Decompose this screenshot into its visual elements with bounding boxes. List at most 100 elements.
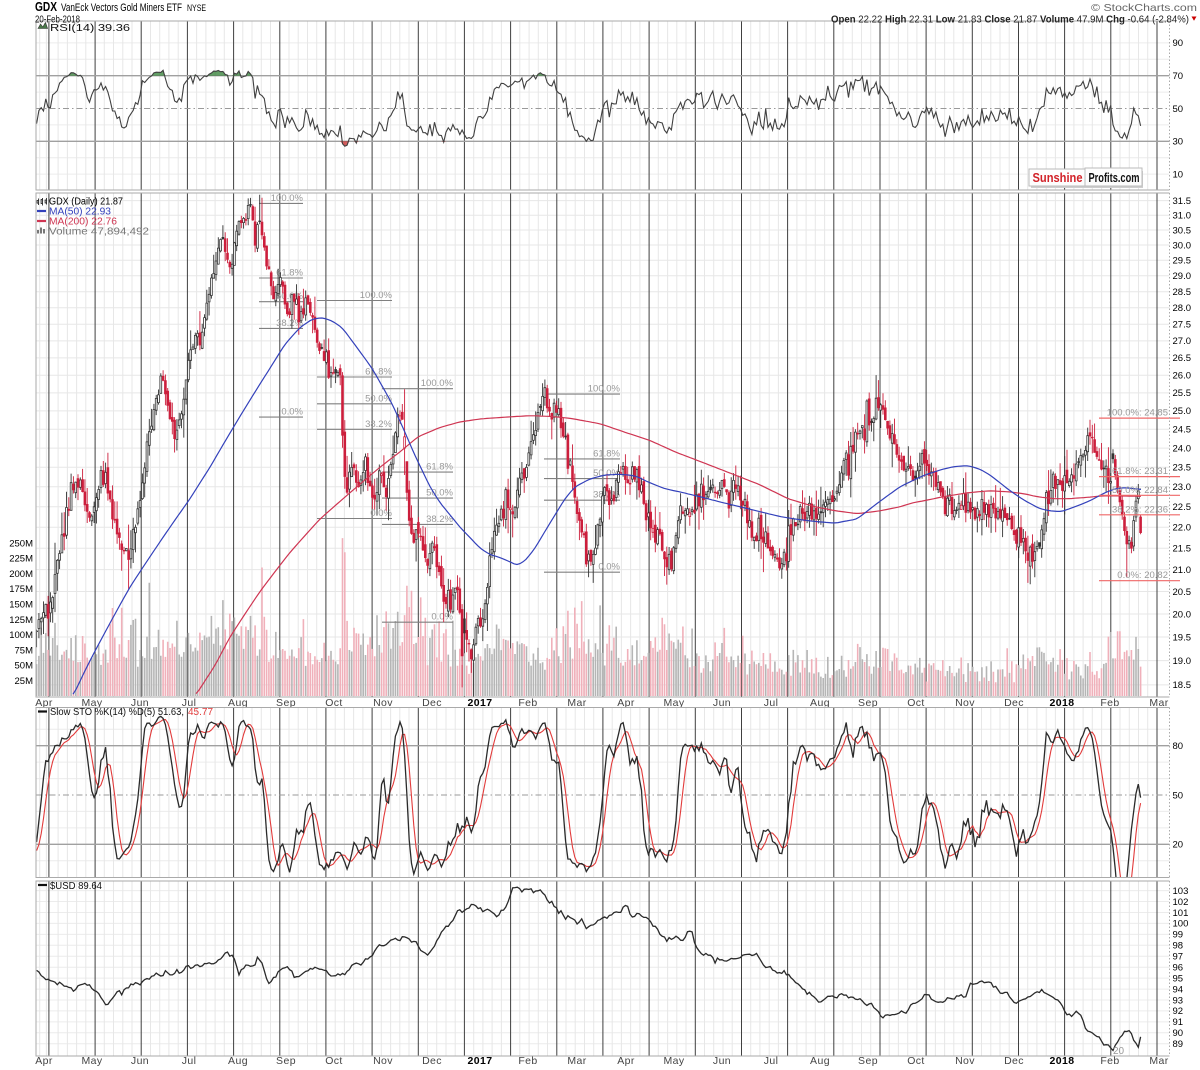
svg-text:28.0: 28.0 [1173,303,1192,314]
svg-text:Jul: Jul [182,697,197,709]
svg-text:29.0: 29.0 [1173,271,1192,282]
svg-text:Sunshine: Sunshine [1033,171,1083,185]
svg-text:Volume 47,894,492: Volume 47,894,492 [49,227,150,238]
svg-text:Mar: Mar [1149,1055,1168,1067]
svg-text:May: May [663,697,684,709]
svg-text:23.5: 23.5 [1173,463,1192,474]
svg-text:MA(200) 22.76: MA(200) 22.76 [49,217,117,228]
svg-text:Jul: Jul [764,1055,779,1067]
svg-text:25M: 25M [15,676,34,687]
svg-text:90: 90 [1173,1028,1184,1039]
svg-text:22.0: 22.0 [1173,523,1192,534]
svg-text:21.5: 21.5 [1173,544,1192,555]
svg-text:50: 50 [1173,790,1184,801]
svg-text:24.5: 24.5 [1173,425,1192,436]
svg-text:96: 96 [1173,963,1184,974]
svg-text:2018: 2018 [1050,1055,1075,1067]
svg-text:50.0%: 50.0% [365,393,392,404]
svg-text:Aug: Aug [228,1055,248,1067]
svg-text:61.8%: 61.8% [276,268,303,279]
svg-text:250M: 250M [9,538,33,549]
svg-text:103: 103 [1173,886,1189,897]
svg-text:225M: 225M [9,554,33,565]
svg-text:30.5: 30.5 [1173,225,1192,236]
svg-text:Jun: Jun [131,697,149,709]
svg-text:25.0: 25.0 [1173,406,1192,417]
svg-text:Feb: Feb [518,1055,537,1067]
svg-text:95: 95 [1173,973,1184,984]
svg-text:92: 92 [1173,1006,1184,1017]
svg-text:25.5: 25.5 [1173,388,1192,399]
svg-text:61.8%: 61.8% [426,462,453,473]
svg-text:26.0: 26.0 [1173,371,1192,382]
svg-text:0.0%: 0.0% [431,612,453,623]
svg-text:Feb: Feb [518,697,537,709]
svg-text:Oct: Oct [325,1055,343,1067]
svg-text:May: May [663,1055,684,1067]
svg-text:26.5: 26.5 [1173,353,1192,364]
svg-text:Open 22.22 High 22.31 Low 21.8: Open 22.22 High 22.31 Low 21.83 Close 21… [831,14,1189,26]
svg-text:20.5: 20.5 [1173,587,1192,598]
svg-text:Jul: Jul [764,697,779,709]
svg-text:Oct: Oct [907,697,925,709]
svg-text:100M: 100M [9,630,33,641]
svg-text:2018: 2018 [1050,697,1075,709]
svg-text:Aug: Aug [810,1055,830,1067]
svg-text:27.5: 27.5 [1173,320,1192,331]
svg-text:91: 91 [1173,1017,1184,1028]
svg-text:100: 100 [1173,919,1189,930]
svg-text:61.8%: 61.8% [593,448,620,459]
svg-text:© StockCharts.com: © StockCharts.com [1091,2,1197,14]
svg-text:Apr: Apr [35,697,53,709]
svg-text:10: 10 [1173,169,1184,180]
svg-text:Jun: Jun [713,1055,731,1067]
svg-text:200M: 200M [9,569,33,580]
svg-text:Oct: Oct [325,697,343,709]
svg-text:75M: 75M [15,645,34,656]
svg-text:20-Feb-2018: 20-Feb-2018 [35,14,80,26]
svg-text:61.8%: 61.8% [365,367,392,378]
svg-text:175M: 175M [9,584,33,595]
svg-text:Jul: Jul [182,1055,197,1067]
svg-text:Mar: Mar [1149,697,1168,709]
svg-text:Dec: Dec [1004,1055,1024,1067]
svg-text:150M: 150M [9,600,33,611]
svg-text:30: 30 [1173,137,1184,148]
svg-text:0.0%: 20.82: 0.0%: 20.82 [1117,570,1168,581]
svg-text:Nov: Nov [955,1055,975,1067]
svg-text:50: 50 [1173,104,1184,115]
svg-text:GDX (Daily) 21.87: GDX (Daily) 21.87 [49,197,123,208]
svg-text:May: May [81,1055,102,1067]
svg-text:Sep: Sep [276,697,296,709]
svg-text:20: 20 [1113,1046,1125,1057]
svg-text:27.0: 27.0 [1173,336,1192,347]
svg-text:50.0%: 50.0% [426,488,453,499]
svg-text:102: 102 [1173,897,1189,908]
svg-text:50.0%: 22.84: 50.0%: 22.84 [1112,485,1168,496]
svg-text:Dec: Dec [1004,697,1024,709]
svg-text:31.0: 31.0 [1173,211,1192,222]
svg-text:Apr: Apr [35,1055,53,1067]
svg-text:Sep: Sep [276,1055,296,1067]
svg-text:28.5: 28.5 [1173,287,1192,298]
svg-text:50M: 50M [15,661,34,672]
svg-text:Nov: Nov [955,697,975,709]
svg-text:Dec: Dec [422,697,442,709]
svg-text:Jun: Jun [713,697,731,709]
svg-text:93: 93 [1173,995,1184,1006]
svg-text:Profits.com: Profits.com [1089,171,1140,185]
svg-text:0.0%: 0.0% [370,508,392,519]
svg-text:20: 20 [1173,840,1184,851]
svg-text:Jun: Jun [131,1055,149,1067]
svg-text:18.5: 18.5 [1173,680,1192,691]
svg-text:Sep: Sep [858,1055,878,1067]
svg-text:Apr: Apr [617,697,635,709]
svg-text:100.0%: 100.0% [360,290,393,301]
svg-text:45.77: 45.77 [188,707,213,718]
svg-text:38.2%: 38.2% [365,419,392,430]
svg-text:99: 99 [1173,930,1184,941]
svg-text:22.5: 22.5 [1173,502,1192,513]
svg-text:100.0%: 100.0% [421,378,454,389]
svg-text:Mar: Mar [567,697,586,709]
svg-text:90: 90 [1173,38,1184,49]
